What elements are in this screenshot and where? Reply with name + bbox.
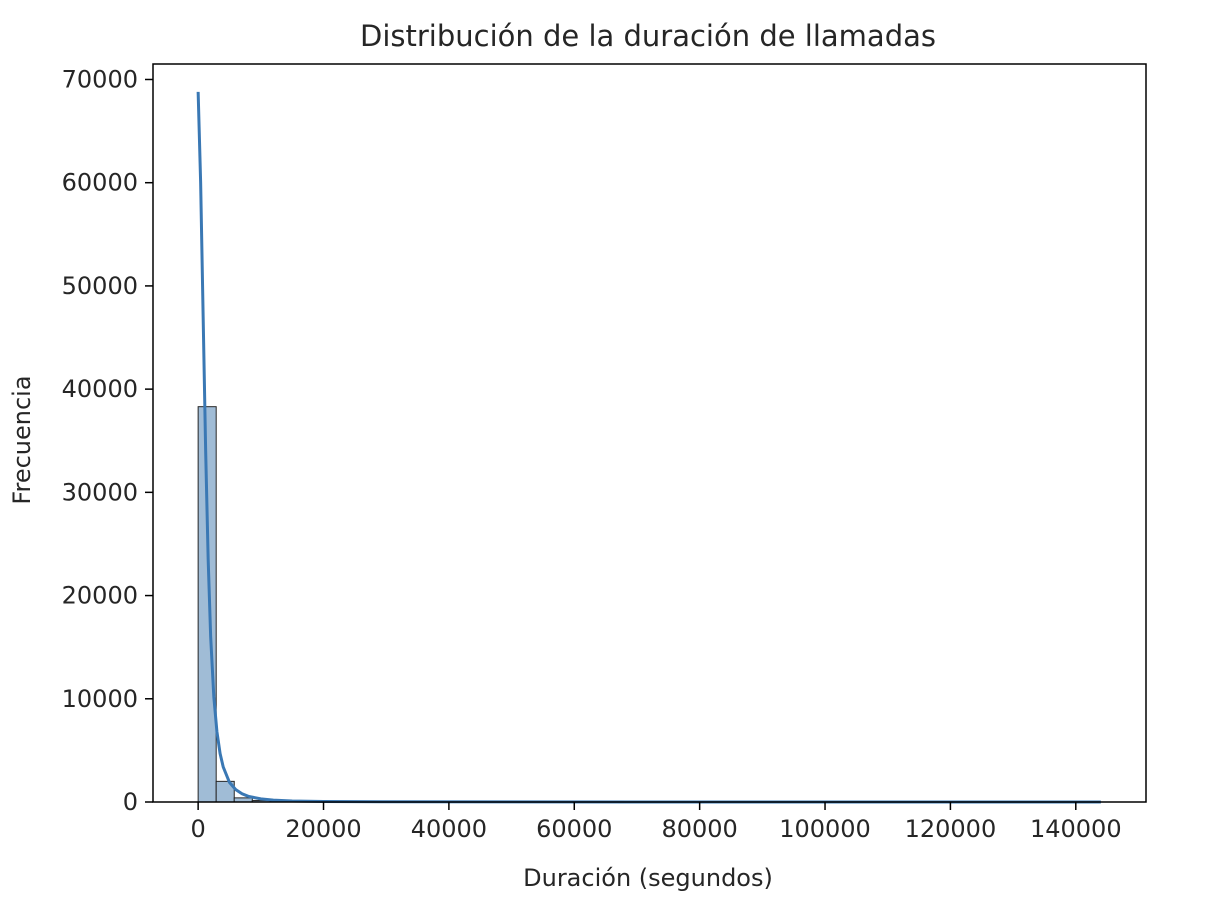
x-tick-label: 80000: [661, 815, 737, 843]
chart-title: Distribución de la duración de llamadas: [360, 19, 936, 53]
x-tick-label: 140000: [1030, 815, 1122, 843]
y-tick-label: 40000: [62, 375, 138, 403]
x-tick-label: 100000: [779, 815, 871, 843]
y-axis-ticks: 0 10000 20000 30000 40000 50000 60000 70000: [62, 65, 153, 816]
y-tick-label: 50000: [62, 272, 138, 300]
x-axis-label: Duración (segundos): [523, 864, 773, 892]
y-axis-label: Frecuencia: [8, 375, 36, 504]
x-axis-ticks: 0 20000 40000 60000 80000 100000 120000 140000: [190, 802, 1122, 843]
y-tick-label: 30000: [62, 478, 138, 506]
y-tick-label: 10000: [62, 685, 138, 713]
y-tick-label: 0: [123, 788, 138, 816]
x-tick-label: 60000: [536, 815, 612, 843]
y-tick-label: 70000: [62, 65, 138, 93]
x-tick-label: 20000: [285, 815, 361, 843]
x-tick-label: 0: [190, 815, 205, 843]
y-tick-label: 60000: [62, 169, 138, 197]
x-tick-label: 120000: [905, 815, 997, 843]
plot-area-frame: [152, 63, 1147, 803]
x-tick-label: 40000: [411, 815, 487, 843]
y-tick-label: 20000: [62, 582, 138, 610]
